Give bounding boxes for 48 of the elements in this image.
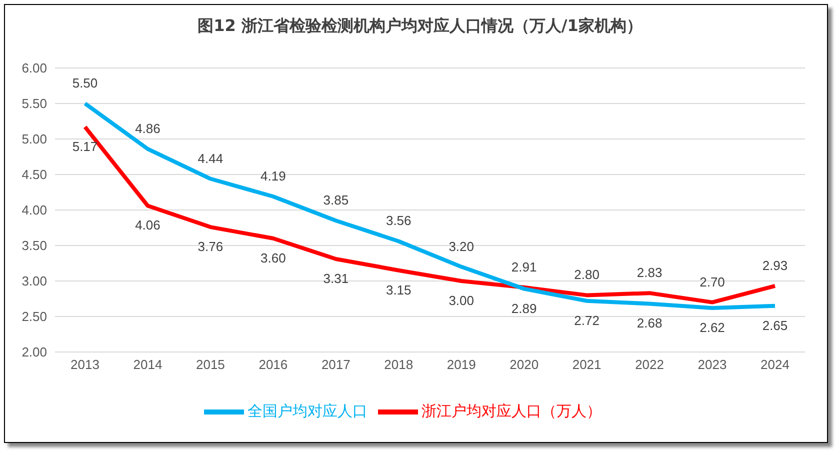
- data-label: 3.76: [198, 239, 224, 254]
- data-label: 2.89: [511, 300, 537, 316]
- y-tick-label: 5.50: [22, 96, 47, 112]
- x-tick-label: 2019: [446, 357, 476, 372]
- data-label: 3.60: [260, 250, 286, 266]
- data-label: 3.00: [448, 293, 474, 308]
- y-tick-label: 3.50: [22, 238, 47, 254]
- data-label: 2.70: [700, 274, 725, 290]
- x-tick-label: 2023: [698, 357, 727, 372]
- data-label: 2.80: [574, 267, 600, 282]
- y-tick-label: 6.00: [22, 60, 47, 76]
- x-tick-label: 2018: [384, 357, 414, 372]
- data-label: 4.06: [135, 218, 160, 233]
- data-label: 4.44: [198, 150, 224, 166]
- data-label: 2.93: [762, 258, 788, 273]
- x-tick-label: 2017: [321, 357, 350, 372]
- x-tick-label: 2020: [510, 357, 539, 372]
- data-label: 4.19: [260, 168, 286, 184]
- y-tick-label: 2.50: [22, 309, 47, 324]
- y-tick-label: 4.00: [22, 202, 47, 218]
- data-label: 5.50: [72, 76, 98, 90]
- data-label: 3.56: [386, 213, 412, 228]
- x-tick-label: 2016: [258, 357, 288, 372]
- y-tick-label: 4.50: [22, 167, 47, 182]
- data-label: 2.91: [511, 259, 537, 274]
- chart-title: 图12 浙江省检验检测机构户均对应人口情况（万人/1家机构）: [196, 16, 644, 37]
- y-tick-label: 2.00: [22, 344, 47, 360]
- data-label: 4.86: [135, 120, 160, 136]
- data-label: 2.62: [700, 320, 725, 335]
- data-label: 3.20: [448, 238, 474, 254]
- data-label: 2.65: [762, 318, 788, 333]
- x-tick-label: 2022: [635, 357, 664, 372]
- x-tick-label: 2014: [133, 357, 162, 372]
- x-tick-label: 2013: [70, 357, 100, 372]
- legend-label: 全国户均对应人口: [248, 402, 368, 420]
- legend-label: 浙江户均对应人口（万人）: [422, 402, 602, 420]
- data-label: 3.85: [323, 192, 349, 208]
- data-label: 5.17: [72, 138, 98, 154]
- data-label: 3.15: [386, 282, 412, 298]
- y-tick-label: 5.00: [22, 132, 47, 147]
- x-tick-label: 2015: [196, 357, 225, 372]
- data-label: 3.31: [323, 270, 349, 286]
- x-tick-label: 2024: [760, 357, 790, 372]
- data-label: 2.68: [636, 316, 662, 331]
- x-tick-label: 2021: [572, 357, 602, 372]
- data-label: 2.72: [574, 312, 600, 328]
- y-tick-label: 3.00: [22, 274, 47, 289]
- data-label: 2.83: [636, 265, 662, 280]
